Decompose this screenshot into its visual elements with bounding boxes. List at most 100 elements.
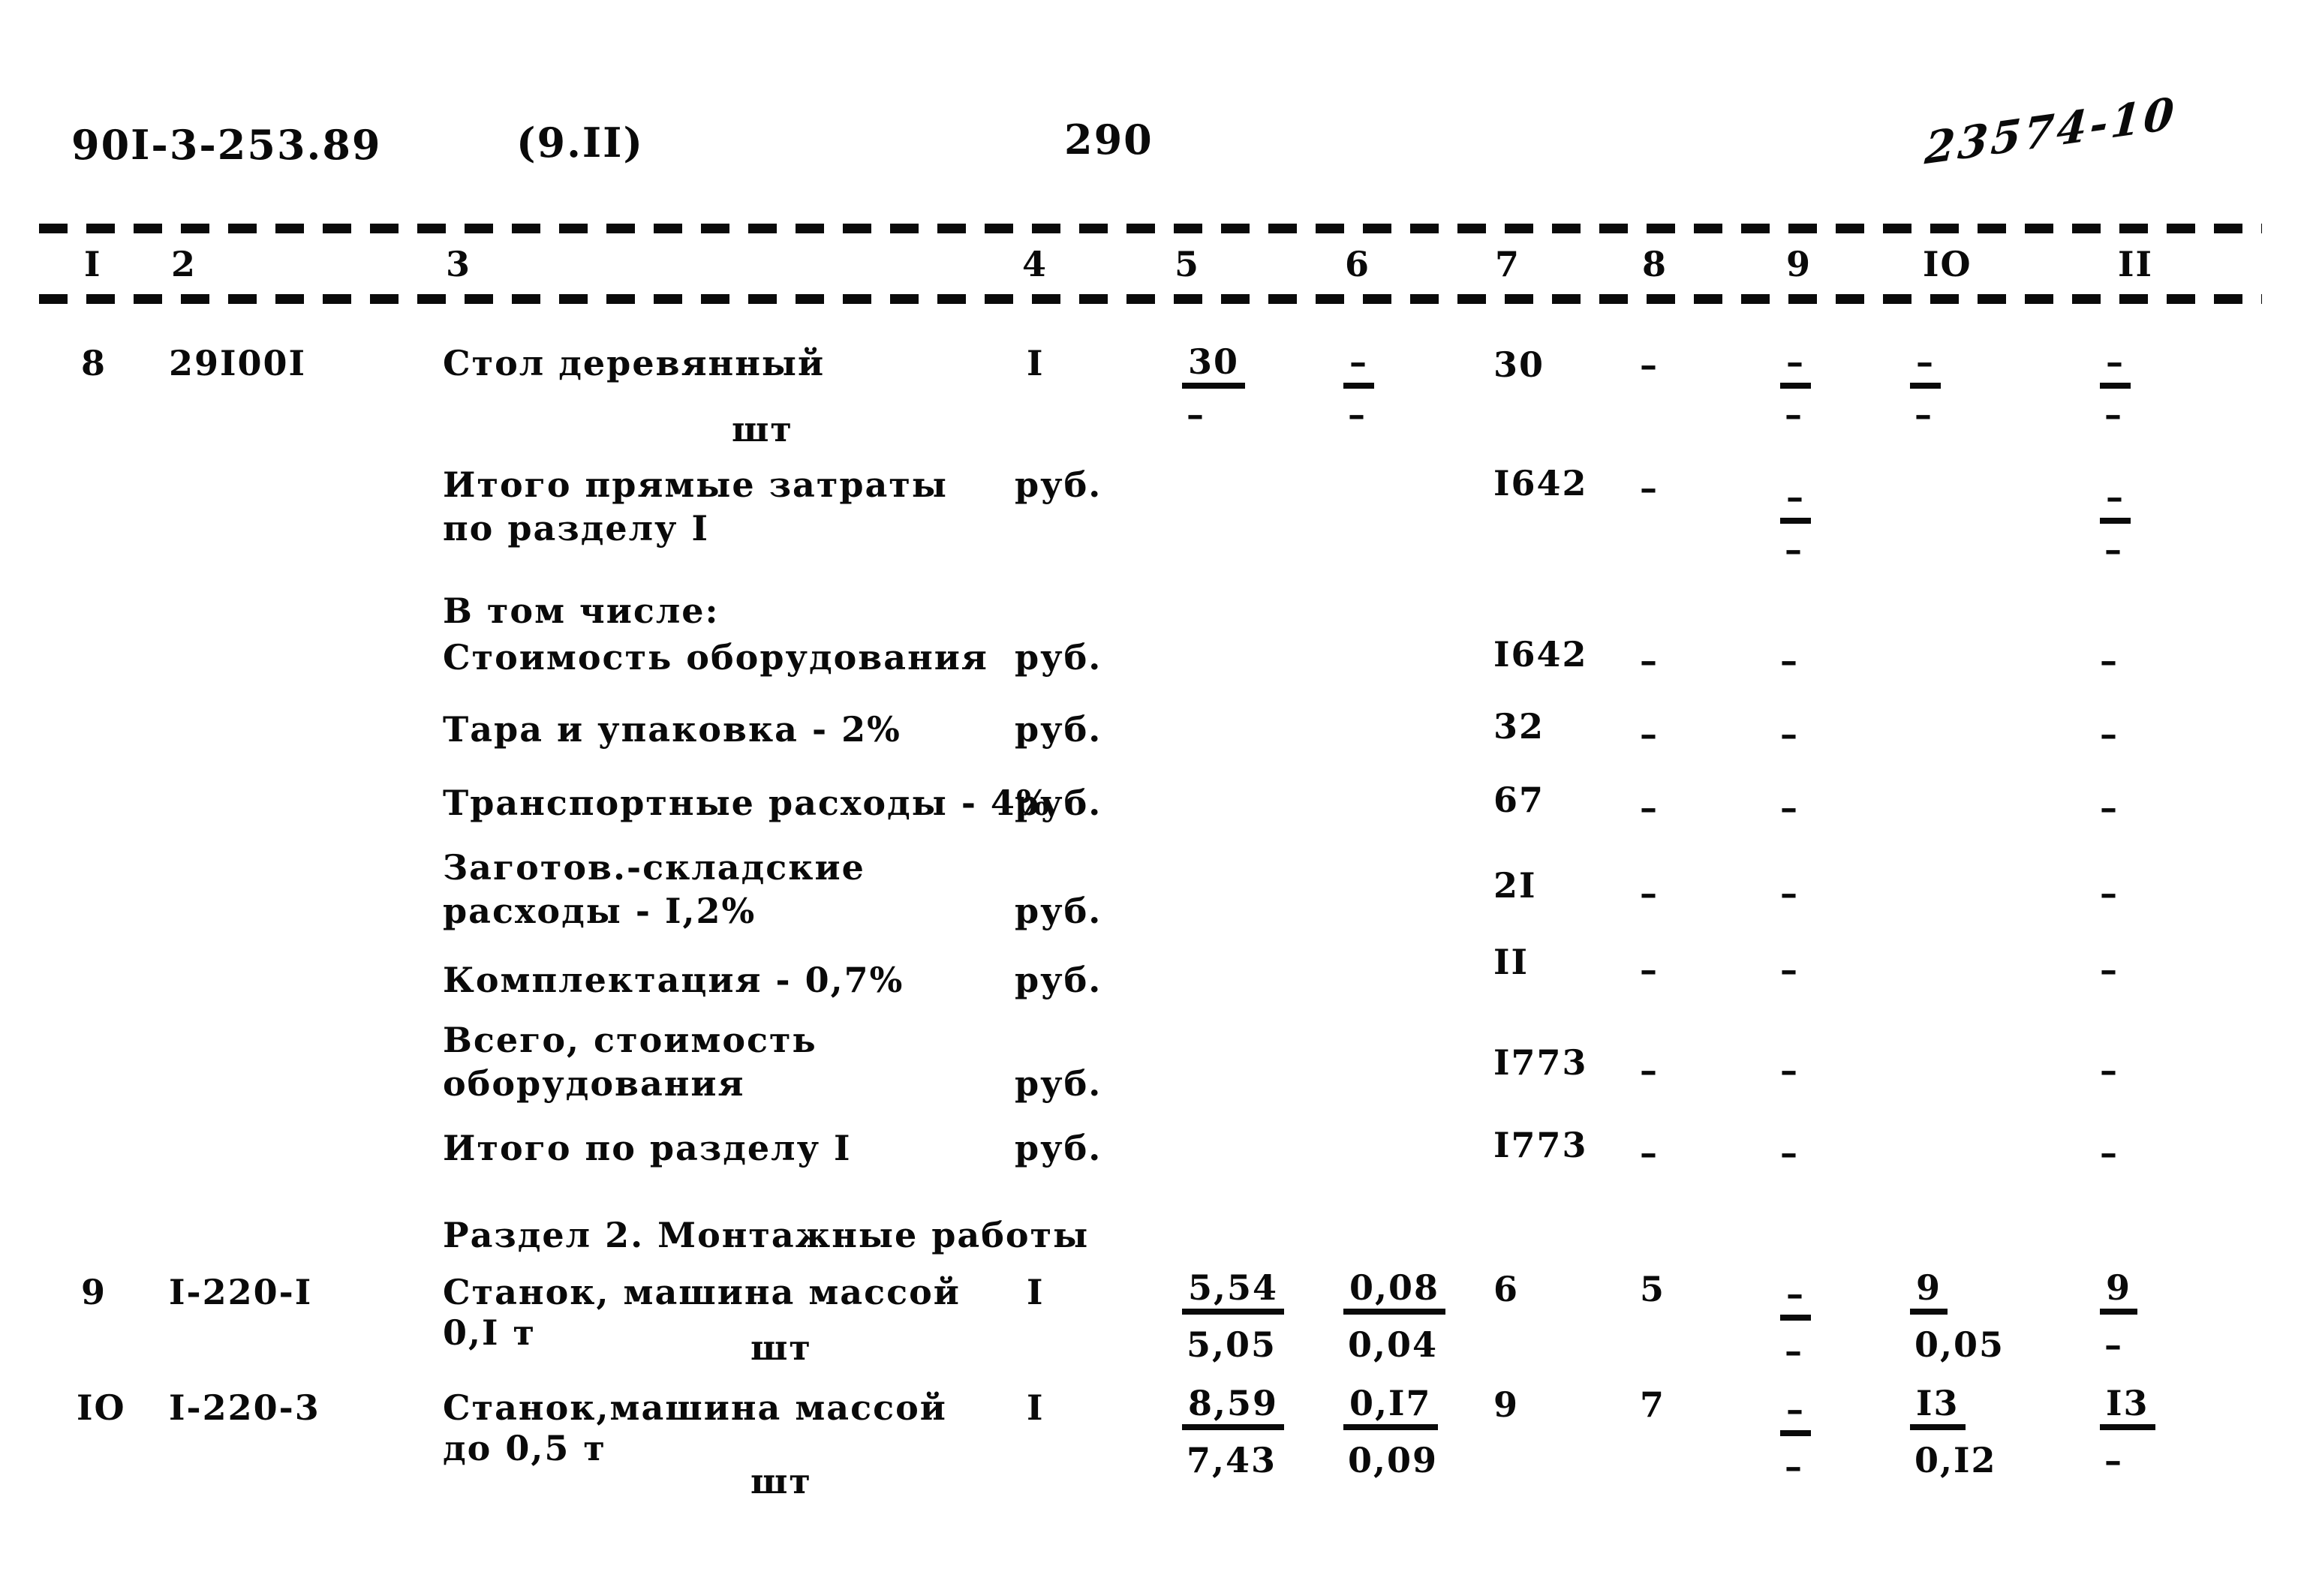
row9-col11-bottom: – xyxy=(2104,1324,2123,1366)
row9-col9: – – xyxy=(1780,1276,1811,1369)
completion-label: Комплектация - 0,7% xyxy=(443,960,904,1000)
row8-col6-bottom: – xyxy=(1348,394,1367,435)
completion-col7: II xyxy=(1493,942,1529,982)
row9-col5-bottom: 5,05 xyxy=(1187,1324,1277,1366)
equipment-cost-col8: – xyxy=(1640,640,1659,681)
row8-col8: – xyxy=(1640,344,1659,385)
row10-col9-bottom: – xyxy=(1785,1446,1803,1487)
including-label: В том числе: xyxy=(443,591,720,631)
equipment-cost-col9: – xyxy=(1780,640,1799,681)
equipment-total-unit: руб. xyxy=(1015,1063,1102,1104)
warehouse-col11: – xyxy=(2100,873,2119,913)
transport-unit: руб. xyxy=(1015,783,1102,823)
transport-label: Транспортные расходы - 4% xyxy=(443,783,1051,823)
direct-total-col11-bottom: – xyxy=(2104,529,2123,570)
direct-total-unit: руб. xyxy=(1015,464,1102,505)
row10-col6: 0,I7 0,09 xyxy=(1343,1385,1438,1479)
row10-col10-top: I3 xyxy=(1910,1385,1966,1431)
row8-code: 29I00I xyxy=(169,343,307,383)
row10-col8: 7 xyxy=(1640,1384,1666,1425)
row8-col7: 30 xyxy=(1493,344,1545,385)
row9-col9-top: – xyxy=(1780,1276,1811,1321)
packaging-col11: – xyxy=(2100,714,2119,754)
direct-total-col9-top: – xyxy=(1780,479,1811,524)
equipment-total-col8: – xyxy=(1640,1050,1659,1090)
dashed-rule-bottom xyxy=(39,294,2262,304)
row8-col11: – – xyxy=(2100,344,2131,433)
row8-col9: – – xyxy=(1780,344,1811,433)
direct-total-col9-bottom: – xyxy=(1785,529,1803,570)
section1-total-col9: – xyxy=(1780,1132,1799,1173)
equipment-total-label-line2: оборудования xyxy=(443,1063,745,1104)
equipment-total-col11: – xyxy=(2100,1050,2119,1090)
packaging-col7: 32 xyxy=(1493,706,1545,747)
row10-col11-top: I3 xyxy=(2100,1385,2155,1431)
row8-col10-bottom: – xyxy=(1914,394,1933,435)
row8-col5-top: 30 xyxy=(1182,344,1246,389)
row9-col9-bottom: – xyxy=(1785,1330,1803,1372)
col-header-11: II xyxy=(2118,244,2154,284)
completion-col9: – xyxy=(1780,949,1799,990)
row9-col11: 9 – xyxy=(2100,1270,2138,1366)
row9-number: 9 xyxy=(81,1272,107,1312)
col-header-7: 7 xyxy=(1495,244,1521,284)
warehouse-unit: руб. xyxy=(1015,891,1102,931)
equipment-cost-col7: I642 xyxy=(1493,634,1588,675)
row8-col11-bottom: – xyxy=(2104,394,2123,435)
warehouse-col9: – xyxy=(1780,873,1799,913)
row9-col5: 5,54 5,05 xyxy=(1182,1270,1285,1366)
equipment-cost-col11: – xyxy=(2100,640,2119,681)
col-header-9: 9 xyxy=(1786,244,1812,284)
page-number: 290 xyxy=(1064,116,1154,164)
row8-col6-top: – xyxy=(1343,344,1374,389)
row9-col6: 0,08 0,04 xyxy=(1343,1270,1446,1363)
direct-total-col11-top: – xyxy=(2100,479,2131,524)
row9-qty: I xyxy=(1027,1272,1045,1312)
packaging-unit: руб. xyxy=(1015,709,1102,750)
warehouse-label-line1: Заготов.-складские xyxy=(443,847,865,888)
completion-unit: руб. xyxy=(1015,960,1102,1000)
row10-name-line2: до 0,5 т xyxy=(443,1428,606,1468)
section2-title: Раздел 2. Монтажные работы xyxy=(443,1215,1090,1255)
row10-name-line1: Станок,машина массой xyxy=(443,1387,947,1428)
warehouse-col8: – xyxy=(1640,873,1659,913)
row10-col10-bottom: 0,I2 xyxy=(1914,1440,1997,1481)
completion-col8: – xyxy=(1640,949,1659,990)
transport-col11: – xyxy=(2100,787,2119,828)
row9-col5-top: 5,54 xyxy=(1182,1270,1285,1315)
col-header-3: 3 xyxy=(446,244,472,284)
row8-col10-top: – xyxy=(1910,344,1941,389)
transport-col9: – xyxy=(1780,787,1799,828)
transport-col8: – xyxy=(1640,787,1659,828)
row10-col9-top: – xyxy=(1780,1391,1811,1437)
row9-name-line2: 0,I т xyxy=(443,1312,537,1353)
direct-total-col7: I642 xyxy=(1493,463,1588,503)
col-header-1: I xyxy=(84,244,102,284)
row8-col5: 30 – xyxy=(1182,344,1246,433)
row8-number: 8 xyxy=(81,343,107,383)
transport-col7: 67 xyxy=(1493,780,1545,820)
row8-col9-bottom: – xyxy=(1785,394,1803,435)
row8-unit: шт xyxy=(732,409,793,449)
col-header-6: 6 xyxy=(1345,244,1371,284)
direct-total-col8: – xyxy=(1640,467,1659,508)
row9-name-line1: Станок, машина массой xyxy=(443,1272,961,1312)
section1-total-unit: руб. xyxy=(1015,1128,1102,1168)
row10-col11: I3 – xyxy=(2100,1385,2155,1479)
row8-col11-top: – xyxy=(2100,344,2131,389)
direct-total-label-line2: по разделу I xyxy=(443,508,710,549)
equipment-total-col9: – xyxy=(1780,1050,1799,1090)
row10-unit: шт xyxy=(750,1461,812,1501)
row10-number: IO xyxy=(77,1387,126,1428)
packaging-label: Тара и упаковка - 2% xyxy=(443,709,901,750)
row8-col10: – – xyxy=(1910,344,1941,433)
row9-unit: шт xyxy=(750,1327,812,1368)
section1-total-col11: – xyxy=(2100,1132,2119,1173)
row9-code: I-220-I xyxy=(169,1272,313,1312)
col-header-2: 2 xyxy=(171,244,197,284)
warehouse-label-line2: расходы - I,2% xyxy=(443,891,756,931)
direct-total-col9: – – xyxy=(1780,479,1811,568)
row9-col10-top: 9 xyxy=(1910,1270,1948,1315)
row10-col11-bottom: – xyxy=(2104,1440,2123,1481)
section1-total-col8: – xyxy=(1640,1132,1659,1173)
